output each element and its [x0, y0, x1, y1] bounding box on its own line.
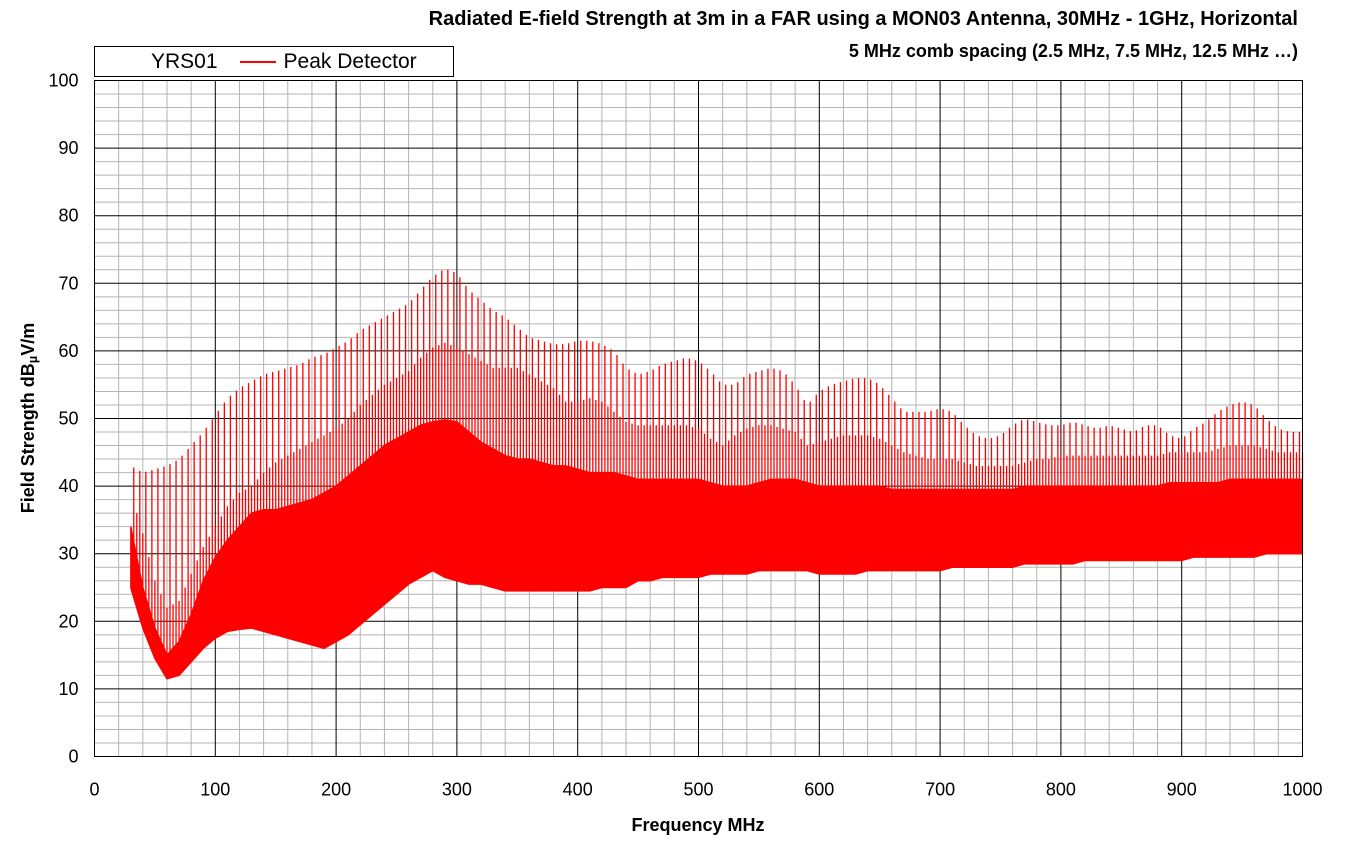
y-tick-label: 0	[68, 747, 78, 767]
legend-series-label: Peak Detector	[283, 49, 417, 73]
legend: YRS01 Peak Detector	[94, 46, 454, 77]
x-tick-label: 800	[1046, 780, 1076, 800]
x-tick-label: 100	[200, 780, 230, 800]
legend-line-swatch	[239, 60, 276, 63]
x-tick-label: 200	[321, 780, 351, 800]
y-tick-label: 100	[48, 71, 78, 91]
series-floor-line	[130, 552, 1303, 680]
x-tick-label: 600	[804, 780, 834, 800]
chart-title: Radiated E-field Strength at 3m in a FAR…	[428, 8, 1298, 30]
y-tick-labels: 0 10 20 30 40 50 60 70 80 90 100	[48, 71, 78, 767]
series-mid-spikes	[136, 342, 1304, 656]
x-tick-label: 400	[563, 780, 593, 800]
y-tick-label: 80	[58, 206, 78, 226]
y-tick-label: 30	[58, 544, 78, 564]
x-tick-label: 0	[89, 780, 99, 800]
series-dense-band	[130, 419, 1304, 679]
y-tick-label: 10	[58, 679, 78, 699]
series-comb-peaks	[133, 269, 1301, 652]
chart-subtitle: 5 MHz comb spacing (2.5 MHz, 7.5 MHz, 12…	[848, 41, 1298, 61]
y-axis-label: Field Strength dBµV/m	[18, 322, 40, 514]
y-tick-label: 50	[58, 409, 78, 429]
y-tick-label: 70	[58, 273, 78, 293]
x-tick-label: 900	[1167, 780, 1197, 800]
peak-detector-series	[130, 269, 1304, 680]
y-tick-label: 60	[58, 341, 78, 361]
x-tick-labels: 0 100 200 300 400 500 600 700 800 900 1000	[89, 780, 1322, 800]
x-tick-label: 300	[442, 780, 472, 800]
y-tick-label: 40	[58, 476, 78, 496]
y-tick-label: 90	[58, 138, 78, 158]
x-tick-label: 1000	[1282, 780, 1322, 800]
series-upper-line	[130, 419, 1303, 657]
plot-border	[94, 80, 1303, 757]
y-tick-label: 20	[58, 611, 78, 631]
legend-source-label: YRS01	[151, 49, 218, 73]
x-axis-label: Frequency MHz	[631, 815, 765, 835]
x-tick-label: 700	[925, 780, 955, 800]
x-tick-label: 500	[683, 780, 713, 800]
